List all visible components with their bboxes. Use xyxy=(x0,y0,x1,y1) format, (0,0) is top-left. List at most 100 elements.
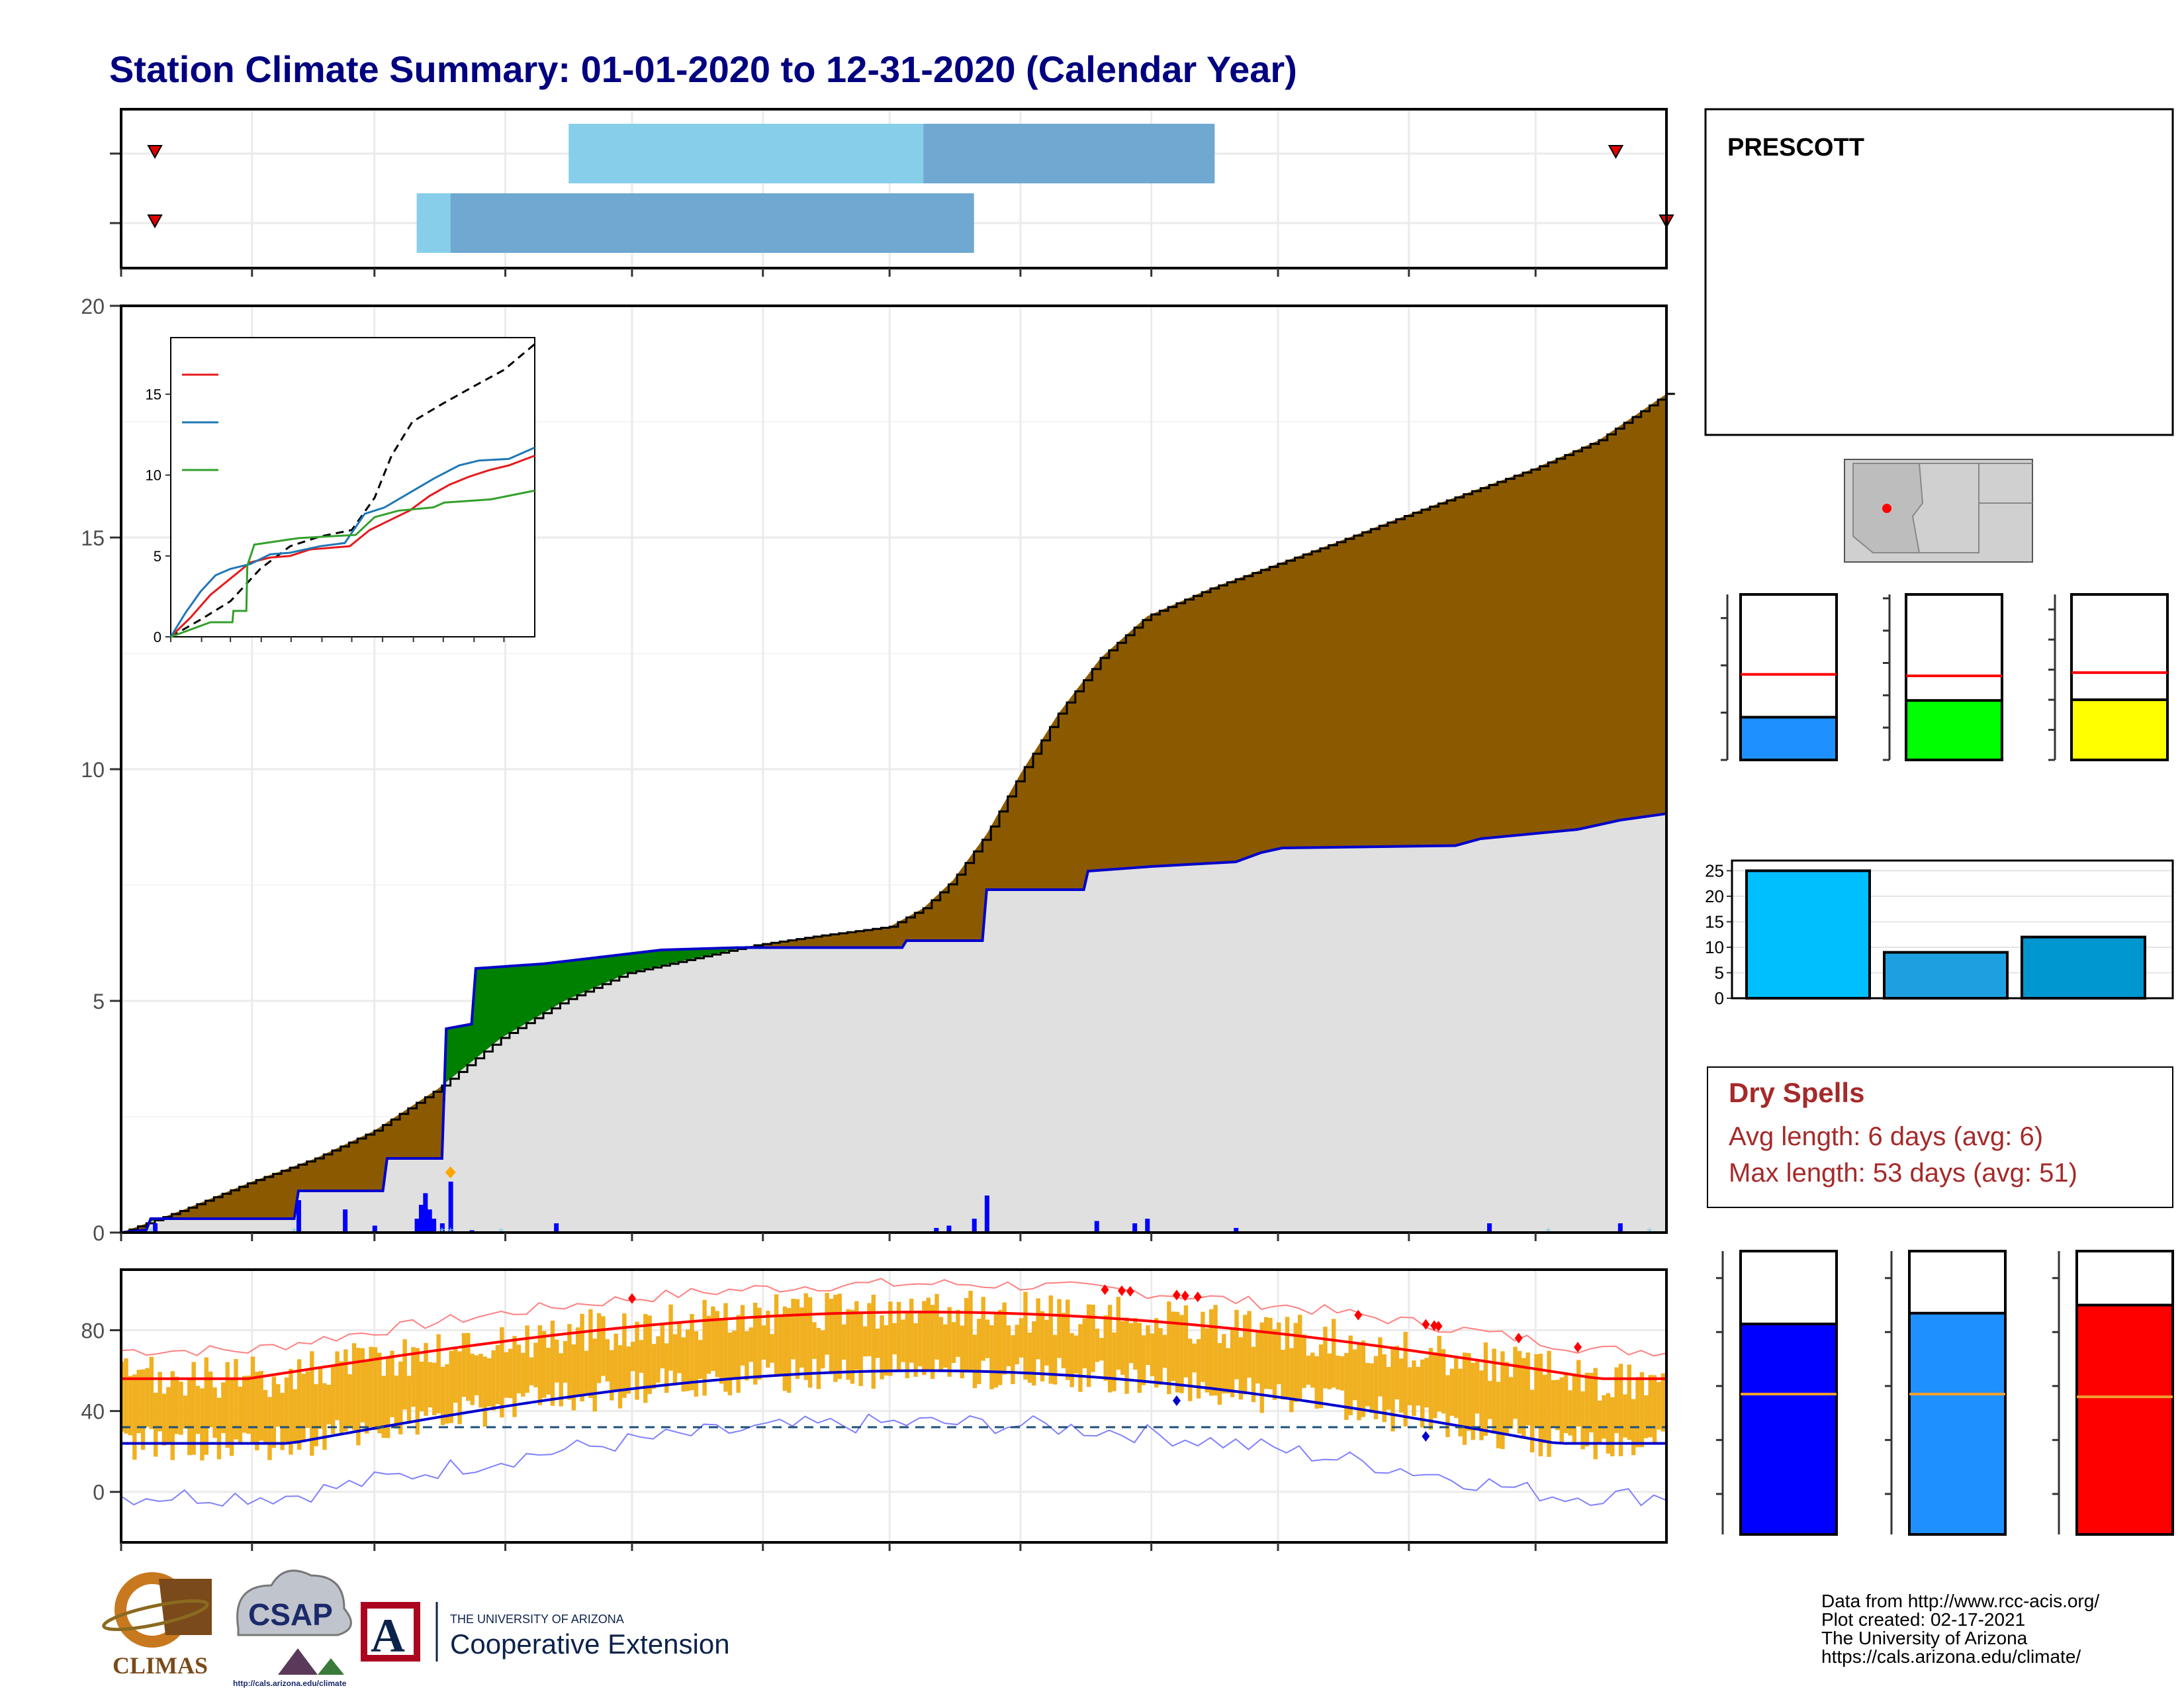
temp-daily-bar xyxy=(537,1325,542,1405)
temp-daily-bar xyxy=(174,1376,179,1434)
csap-logo: CSAP http://cals.arizona.edu/climate xyxy=(233,1570,352,1688)
temp-daily-bar xyxy=(1437,1336,1441,1412)
temp-daily-bar xyxy=(943,1324,948,1368)
temp-daily-bar xyxy=(1403,1331,1408,1427)
station-info-box: PRESCOTT xyxy=(1704,108,2174,436)
temp-daily-bar xyxy=(1522,1358,1526,1438)
record-high-marker xyxy=(1118,1285,1126,1296)
temp-daily-bar xyxy=(1352,1349,1357,1401)
ua-letter: A xyxy=(371,1609,405,1662)
precip-ytick: 15 xyxy=(81,526,105,550)
temp-daily-bar xyxy=(1462,1352,1467,1445)
temp-daily-bar xyxy=(1399,1358,1404,1413)
temp-daily-bar xyxy=(1285,1317,1290,1400)
temp-daily-bar xyxy=(149,1356,154,1429)
temp-daily-bar xyxy=(934,1293,939,1360)
temp-daily-bar xyxy=(1272,1329,1277,1400)
temp-daily-bar xyxy=(1019,1318,1024,1358)
temp-daily-bar xyxy=(204,1357,208,1455)
temp-daily-bar xyxy=(1217,1342,1222,1405)
inset-series-line xyxy=(169,446,535,637)
temp-daily-bar xyxy=(799,1307,804,1368)
temp-daily-bar xyxy=(525,1325,529,1393)
temp-daily-bar xyxy=(778,1314,783,1376)
temp-daily-bar xyxy=(1572,1374,1577,1442)
temp-daily-bar xyxy=(280,1393,285,1450)
temp-daily-bar xyxy=(289,1368,293,1455)
temp-daily-bar xyxy=(436,1334,441,1413)
temp-daily-bar xyxy=(964,1297,969,1372)
ua-logo: A THE UNIVERSITY OF ARIZONA Cooperative … xyxy=(361,1602,730,1662)
temp-daily-bar xyxy=(685,1329,690,1391)
temp-daily-bar xyxy=(1416,1366,1420,1406)
temp-daily-bar xyxy=(1538,1354,1543,1457)
temp-daily-bar xyxy=(1652,1375,1657,1443)
footer-line-3: The University of Arizona xyxy=(1821,1628,2028,1648)
temp-daily-bar xyxy=(1196,1339,1201,1399)
temp-daily-bar xyxy=(1433,1352,1437,1419)
temp-daily-bar xyxy=(745,1331,749,1381)
temp-daily-bar xyxy=(1580,1391,1585,1450)
temp-daily-bar xyxy=(132,1374,137,1460)
temp-daily-bar xyxy=(588,1309,593,1398)
temp-daily-bar xyxy=(926,1297,931,1372)
footer-line-2: Plot created: 02-17-2021 xyxy=(1821,1609,2025,1630)
temp-daily-bar xyxy=(1032,1321,1036,1386)
temp-daily-bar xyxy=(555,1339,559,1383)
temp-daily-bar xyxy=(1281,1350,1285,1400)
temp-daily-bar xyxy=(183,1395,188,1429)
temp-daily-bar xyxy=(1467,1352,1471,1431)
temp-daily-bar xyxy=(1488,1381,1492,1419)
temp-daily-bar xyxy=(993,1313,999,1388)
temp-daily-bar xyxy=(356,1348,361,1446)
temp-daily-bar xyxy=(1297,1315,1302,1400)
temp-daily-bar xyxy=(997,1309,1003,1385)
precip-daily-bar xyxy=(1132,1223,1138,1233)
events-bar xyxy=(2021,935,2146,1000)
temp-daily-bar xyxy=(736,1315,741,1393)
record-high-marker xyxy=(1422,1319,1430,1330)
precip-daily-bar xyxy=(432,1219,437,1233)
temp-daily-bar xyxy=(1141,1335,1146,1385)
temp-daily-bar xyxy=(812,1322,817,1359)
temp-daily-bar xyxy=(373,1347,378,1430)
temp-record-max-line xyxy=(120,1278,1667,1357)
temp-daily-bar xyxy=(1661,1373,1666,1432)
temp-daily-bar xyxy=(1323,1327,1328,1389)
temp-daily-bar xyxy=(1078,1324,1083,1392)
precip-2020-line xyxy=(120,812,1667,1234)
temp-daily-bar xyxy=(419,1361,424,1411)
temp-daily-bar xyxy=(1103,1315,1108,1381)
precip-avg-line xyxy=(121,393,1675,1234)
temp-bar-value xyxy=(1739,1323,1838,1536)
temp-daily-bar xyxy=(782,1306,788,1391)
temp-daily-bar xyxy=(761,1325,766,1360)
temp-daily-bar xyxy=(330,1366,336,1434)
temp-daily-bar xyxy=(229,1379,234,1456)
temp-daily-bar xyxy=(136,1370,141,1434)
temp-daily-bar xyxy=(1167,1301,1171,1395)
events-ytick: 0 xyxy=(1715,988,1724,1008)
temp-normal-max-line xyxy=(121,1311,1666,1380)
temp-daily-bar xyxy=(1475,1361,1480,1414)
temp-daily-bar xyxy=(318,1368,323,1429)
temp-daily-bar xyxy=(622,1313,627,1398)
temp-daily-bar xyxy=(917,1310,923,1366)
temp-daily-bar xyxy=(491,1350,496,1411)
precip-daily-bar xyxy=(1487,1223,1492,1233)
temp-daily-bar xyxy=(841,1324,846,1360)
record-high-marker xyxy=(1101,1284,1109,1295)
precip-daily-bar xyxy=(448,1182,453,1233)
temp-daily-bar xyxy=(541,1331,547,1398)
events-ytick: 25 xyxy=(1705,861,1724,880)
temp-daily-bar xyxy=(871,1294,876,1389)
climas-text: CLIMAS xyxy=(113,1652,208,1679)
temp-daily-bar xyxy=(250,1356,255,1445)
temp-daily-bar xyxy=(360,1348,365,1423)
temp-daily-bar xyxy=(1107,1305,1113,1393)
temp-daily-bar xyxy=(521,1352,525,1397)
temp-daily-bar xyxy=(1263,1317,1269,1389)
temp-daily-bar xyxy=(981,1297,985,1361)
temp-daily-bar xyxy=(1023,1291,1028,1380)
